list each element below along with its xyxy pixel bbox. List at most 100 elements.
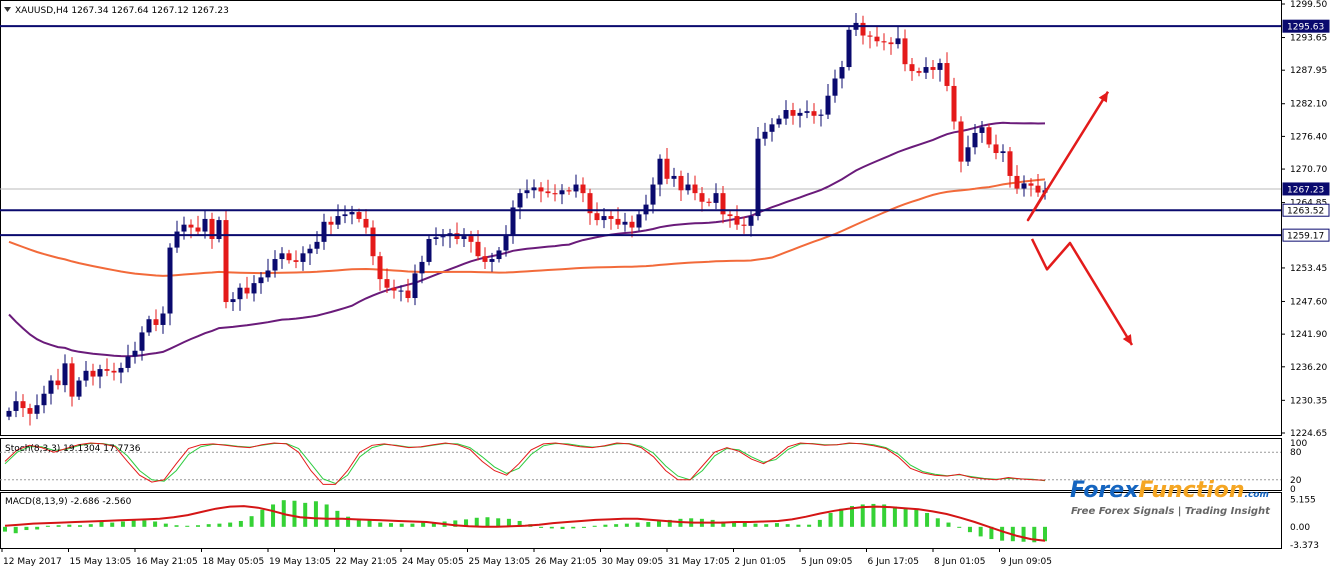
candle-bear[interactable] [1035, 185, 1041, 193]
candle-bear[interactable] [692, 184, 698, 194]
candle-bull[interactable] [503, 234, 509, 251]
candle-bull[interactable] [489, 259, 495, 262]
candle-bear[interactable] [790, 110, 796, 116]
candle-bear[interactable] [811, 111, 817, 116]
candle-bull[interactable] [237, 287, 243, 300]
candle-bull[interactable] [1021, 183, 1027, 189]
candle-bull[interactable] [146, 319, 152, 333]
candle-bull[interactable] [13, 401, 19, 411]
candle-bear[interactable] [1014, 175, 1020, 189]
candle-bear[interactable] [888, 42, 894, 45]
candle-bear[interactable] [356, 212, 362, 219]
candle-bull[interactable] [762, 131, 768, 139]
candle-bull[interactable] [713, 193, 719, 203]
candle-bull[interactable] [97, 369, 103, 377]
candle-bear[interactable] [55, 380, 61, 386]
candle-bull[interactable] [685, 184, 691, 191]
candle-bear[interactable] [860, 22, 866, 36]
candle-bull[interactable] [517, 193, 523, 208]
candle-bull[interactable] [622, 221, 628, 225]
candle-bull[interactable] [132, 350, 138, 357]
candle-bull[interactable] [832, 78, 838, 96]
candle-bear[interactable] [370, 227, 376, 257]
candle-bull[interactable] [6, 410, 12, 417]
candle-bull[interactable] [349, 212, 355, 215]
candle-bull[interactable] [83, 370, 89, 381]
candle-bull[interactable] [307, 248, 313, 254]
candle-bear[interactable] [615, 218, 621, 225]
candle-bull[interactable] [139, 332, 145, 351]
candle-bull[interactable] [202, 218, 208, 232]
candle-bear[interactable] [538, 187, 544, 192]
candle-bull[interactable] [601, 216, 607, 221]
candle-bull[interactable] [216, 220, 222, 239]
candle-bull[interactable] [559, 190, 565, 195]
moving-average-fast[interactable] [8, 121, 1046, 358]
candle-bull[interactable] [839, 67, 845, 79]
moving-average-slow[interactable] [8, 178, 1046, 277]
candle-bull[interactable] [1000, 151, 1006, 154]
candle-bull[interactable] [524, 190, 530, 194]
candle-bear[interactable] [293, 260, 299, 262]
candle-bear[interactable] [1007, 151, 1013, 176]
candle-bull[interactable] [34, 405, 40, 414]
candle-bull[interactable] [650, 184, 656, 205]
candle-bull[interactable] [251, 283, 257, 294]
candle-bull[interactable] [41, 393, 47, 406]
candle-bull[interactable] [923, 67, 929, 73]
candle-bear[interactable] [867, 35, 873, 37]
candle-bull[interactable] [531, 187, 537, 191]
candle-bear[interactable] [104, 369, 110, 371]
candle-bear[interactable] [608, 216, 614, 219]
candle-bull[interactable] [300, 253, 306, 262]
macd-signal-line[interactable] [4, 505, 1046, 542]
candle-bear[interactable] [951, 85, 957, 122]
candle-bull[interactable] [419, 261, 425, 274]
triangle-down-icon[interactable] [4, 7, 11, 12]
stoch-signal-line[interactable] [4, 442, 1046, 485]
candle-bear[interactable] [594, 213, 600, 221]
candle-bull[interactable] [76, 380, 82, 397]
candle-bull[interactable] [755, 138, 761, 217]
candle-bear[interactable] [223, 220, 229, 303]
candle-bear[interactable] [482, 256, 488, 262]
candle-bull[interactable] [62, 363, 68, 386]
macd-pane[interactable] [0, 492, 1282, 549]
candle-bear[interactable] [153, 319, 159, 325]
candle-bull[interactable] [496, 250, 502, 260]
candle-bull[interactable] [125, 356, 131, 368]
candle-bear[interactable] [944, 63, 950, 86]
candle-bull[interactable] [783, 110, 789, 119]
candle-bear[interactable] [874, 36, 880, 42]
candle-bull[interactable] [279, 253, 285, 260]
candle-bear[interactable] [405, 290, 411, 299]
candle-bull[interactable] [342, 214, 348, 217]
candle-bull[interactable] [573, 184, 579, 192]
candle-bull[interactable] [160, 313, 166, 325]
candle-bear[interactable] [377, 256, 383, 280]
candle-bear[interactable] [902, 38, 908, 65]
candle-bear[interactable] [909, 64, 915, 72]
candle-bear[interactable] [552, 193, 558, 195]
candle-bear[interactable] [475, 241, 481, 257]
candle-bear[interactable] [881, 41, 887, 43]
candle-bull[interactable] [272, 259, 278, 271]
candle-bear[interactable] [664, 158, 670, 179]
candle-bull[interactable] [398, 290, 404, 292]
candle-bear[interactable] [111, 370, 117, 373]
candle-bear[interactable] [916, 71, 922, 73]
candle-bull[interactable] [118, 367, 124, 373]
candle-bear[interactable] [629, 221, 635, 228]
candle-bull[interactable] [510, 207, 516, 235]
candle-bear[interactable] [580, 184, 586, 194]
stoch-main-line[interactable] [4, 442, 1046, 485]
candle-bear[interactable] [958, 121, 964, 162]
candle-bull[interactable] [818, 114, 824, 116]
candle-bear[interactable] [699, 193, 705, 202]
candle-bull[interactable] [174, 231, 180, 248]
candle-bear[interactable] [741, 224, 747, 226]
candle-bull[interactable] [846, 29, 852, 68]
candle-bull[interactable] [335, 216, 341, 225]
candle-bear[interactable] [468, 236, 474, 242]
